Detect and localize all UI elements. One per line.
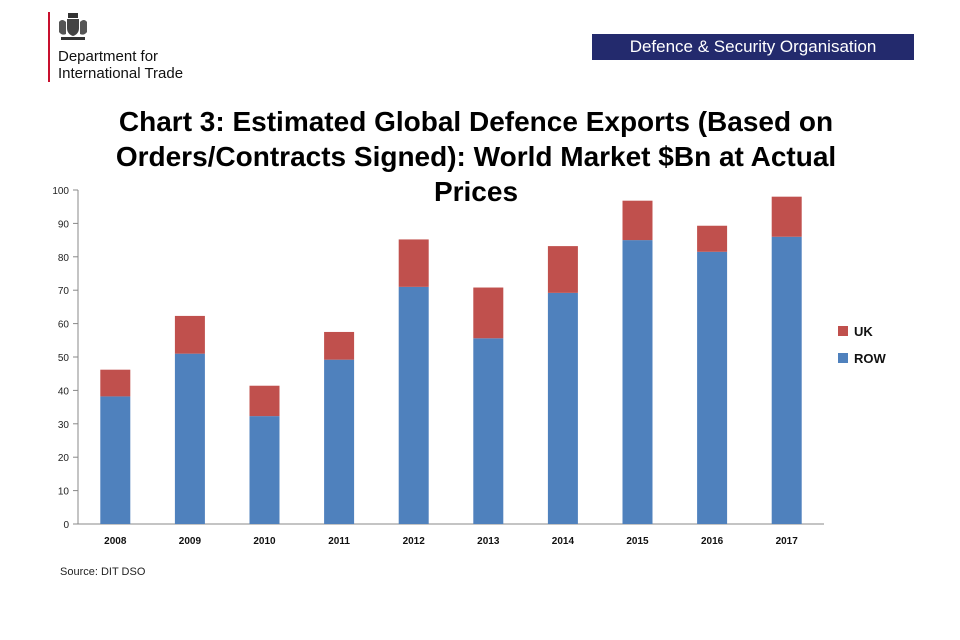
bar-uk-2014 [547,246,578,293]
legend-swatch-row [838,353,848,363]
y-tick-label: 80 [58,253,70,264]
chart-title-line-3: Prices [433,176,519,207]
x-tick-label: 2015 [626,536,649,547]
bar-uk-2017 [771,196,802,237]
bar-uk-2009 [174,315,205,354]
bar-row-2017 [771,236,802,524]
y-tick-label: 90 [58,219,70,230]
bar-row-2008 [100,396,131,524]
bar-uk-2012 [398,239,429,287]
x-tick-label: 2017 [776,536,799,547]
x-tick-label: 2012 [403,536,426,547]
royal-coat-of-arms-icon [59,13,87,40]
bar-row-2015 [622,240,653,524]
x-tick-label: 2014 [552,536,575,547]
bar-row-2010 [249,416,280,524]
bar-uk-2010 [249,385,280,417]
chart-title-line-1: Chart 3: Estimated Global Defence Export… [118,106,834,137]
bar-uk-2008 [100,369,131,397]
legend-label-row: ROW [854,351,887,366]
department-name-line-1: Department for [58,48,159,65]
y-tick-label: 30 [58,420,70,431]
x-tick-label: 2016 [701,536,724,547]
bar-uk-2013 [473,287,504,339]
bar-row-2011 [324,359,355,524]
y-tick-label: 60 [58,320,70,331]
y-tick-label: 10 [58,487,70,498]
department-name: Department for International Trade [58,48,183,82]
y-tick-label: 100 [52,186,69,197]
legend-swatch-uk [838,326,848,336]
bar-uk-2016 [697,225,728,252]
department-name-line-2: International Trade [58,65,184,82]
y-tick-label: 70 [58,286,70,297]
bar-row-2013 [473,338,504,524]
department-accent-rule [48,12,50,82]
x-tick-label: 2008 [104,536,127,547]
legend-label-uk: UK [854,324,873,339]
x-tick-label: 2009 [179,536,202,547]
x-tick-label: 2013 [477,536,500,547]
bar-row-2009 [174,353,205,524]
source-note: Source: DIT DSO [60,566,146,578]
chart-title: Chart 3: Estimated Global Defence Export… [40,104,912,209]
chart-title-line-2: Orders/Contracts Signed): World Market $… [115,141,837,172]
bar-row-2014 [547,292,578,524]
x-tick-label: 2010 [253,536,276,547]
y-tick-label: 50 [58,353,70,364]
bar-uk-2015 [622,200,653,241]
y-tick-label: 0 [63,520,69,531]
bar-row-2012 [398,286,429,524]
y-tick-label: 20 [58,453,70,464]
bar-row-2016 [697,251,728,525]
bar-uk-2011 [324,331,355,360]
y-tick-label: 40 [58,386,70,397]
x-tick-label: 2011 [328,536,350,547]
dso-banner: Defence & Security Organisation [592,34,914,60]
